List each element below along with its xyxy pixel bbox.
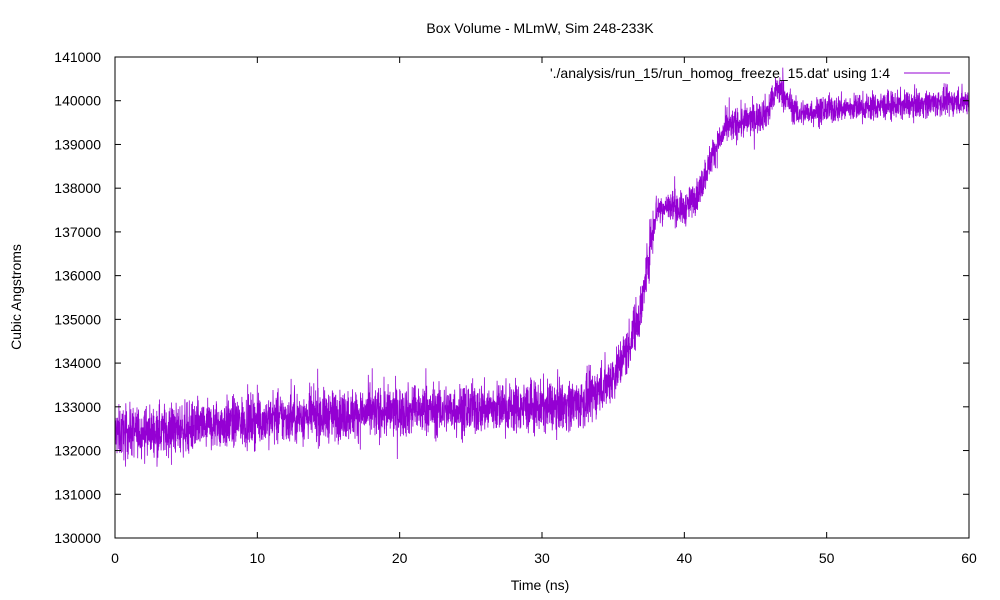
x-tick-label: 20	[392, 550, 408, 566]
y-tick-label: 132000	[54, 443, 101, 459]
axis-layer: 0 10 20 30 40 50 60 130000 131000 132000 133000 134…	[54, 49, 977, 566]
y-tick-label: 140000	[54, 93, 101, 109]
chart-title: Box Volume - MLmW, Sim 248-233K	[426, 20, 654, 36]
x-tick-label: 40	[677, 550, 693, 566]
plot-frame	[114, 56, 970, 539]
y-tick-label: 133000	[54, 399, 101, 415]
y-tick-label: 138000	[54, 180, 101, 196]
y-tick-label: 131000	[54, 486, 101, 502]
y-tick-label: 136000	[54, 268, 101, 284]
y-tick-label: 135000	[54, 311, 101, 327]
y-tick-label: 134000	[54, 355, 101, 371]
legend-label: './analysis/run_15/run_homog_freeze_15.d…	[550, 65, 890, 81]
x-tick-label: 60	[961, 550, 977, 566]
series-line	[114, 67, 970, 467]
y-tick-label: 137000	[54, 224, 101, 240]
y-tick-label: 130000	[54, 530, 101, 546]
x-axis-label: Time (ns)	[511, 577, 570, 593]
x-tick-label: 10	[250, 550, 266, 566]
series-layer	[114, 67, 970, 467]
x-tick-label: 30	[534, 550, 550, 566]
y-axis-label: Cubic Angstroms	[8, 244, 24, 350]
x-tick-label: 50	[819, 550, 835, 566]
legend: './analysis/run_15/run_homog_freeze_15.d…	[550, 65, 950, 81]
y-tick-label: 139000	[54, 136, 101, 152]
y-tick-label: 141000	[54, 49, 101, 65]
x-tick-label: 0	[111, 550, 119, 566]
